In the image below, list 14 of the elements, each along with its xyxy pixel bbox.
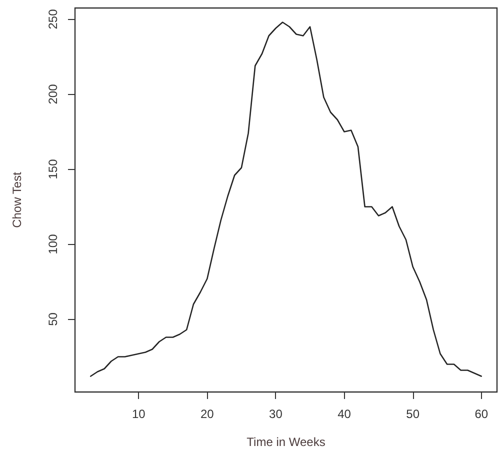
y-axis-title: Chow Test xyxy=(10,171,24,228)
x-tick-label: 20 xyxy=(200,407,214,421)
line-series xyxy=(90,22,482,377)
x-tick-label: 30 xyxy=(269,407,283,421)
y-tick-label: 150 xyxy=(46,158,60,180)
y-tick-label: 50 xyxy=(46,312,60,326)
y-tick-label: 250 xyxy=(46,8,60,30)
y-tick-label: 200 xyxy=(46,84,60,104)
x-tick-label: 50 xyxy=(406,407,420,421)
x-tick-label: 60 xyxy=(474,407,488,421)
x-axis-title: Time in Weeks xyxy=(246,435,326,449)
y-tick-label: 100 xyxy=(46,234,60,254)
x-tick-label: 10 xyxy=(132,407,146,421)
x-tick-label: 40 xyxy=(338,407,352,421)
